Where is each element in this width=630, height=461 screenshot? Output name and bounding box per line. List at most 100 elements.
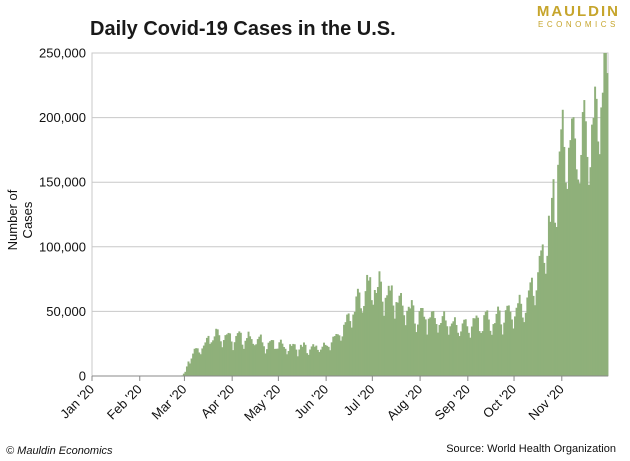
daily-case-bar — [601, 92, 604, 377]
daily-case-bar — [252, 343, 255, 376]
daily-case-bar — [236, 333, 239, 376]
daily-case-bar — [450, 323, 453, 376]
daily-case-bar — [594, 86, 597, 377]
daily-case-bar — [218, 335, 221, 376]
daily-case-bar — [423, 316, 426, 376]
daily-case-bar — [327, 346, 330, 376]
daily-case-bar — [219, 341, 222, 376]
daily-case-bar — [520, 303, 523, 376]
daily-case-bar — [318, 352, 321, 376]
daily-case-bar — [246, 338, 248, 376]
copyright-notice: © Mauldin Economics — [6, 445, 113, 457]
daily-case-bar — [584, 121, 587, 376]
daily-case-bar — [463, 319, 466, 376]
daily-case-bar — [390, 285, 393, 376]
daily-case-bar — [549, 221, 552, 376]
logo-subtitle: ECONOMICS — [538, 20, 619, 29]
daily-case-bar — [421, 308, 424, 376]
daily-case-bar — [199, 354, 202, 376]
daily-case-bar — [292, 343, 295, 376]
daily-case-bar — [497, 306, 500, 376]
daily-case-bar — [490, 334, 493, 376]
daily-case-bar — [606, 73, 609, 376]
daily-case-bar — [383, 315, 386, 376]
daily-case-bar — [329, 350, 332, 376]
daily-case-bar — [264, 353, 267, 376]
daily-case-bar — [597, 141, 600, 376]
daily-case-bar — [286, 354, 289, 376]
x-tick-label: Mar '20 — [149, 382, 190, 423]
daily-case-bar — [392, 305, 395, 376]
daily-case-bar — [467, 332, 470, 376]
daily-case-bar — [366, 274, 369, 376]
daily-case-bar — [457, 332, 459, 376]
daily-case-bar — [341, 336, 344, 376]
daily-case-bar — [506, 305, 509, 376]
daily-case-bar — [478, 331, 481, 376]
daily-case-bar — [279, 339, 282, 376]
daily-case-bar — [380, 281, 382, 376]
daily-case-bar — [258, 336, 261, 376]
daily-case-bar — [524, 312, 527, 376]
daily-case-bar — [546, 255, 549, 376]
daily-case-bar — [376, 287, 379, 376]
daily-case-bar — [378, 271, 381, 376]
daily-case-bar — [400, 293, 402, 376]
daily-case-bar — [429, 317, 432, 376]
daily-case-bar — [580, 154, 583, 376]
daily-case-bar — [375, 293, 378, 376]
daily-case-bar — [185, 366, 188, 376]
daily-case-bar — [417, 324, 419, 376]
daily-case-bar — [306, 353, 309, 376]
daily-case-bar — [269, 341, 272, 376]
x-tick-label: Nov '20 — [525, 382, 566, 423]
daily-case-bar — [198, 352, 201, 376]
daily-case-bar — [589, 167, 592, 376]
daily-case-bar — [552, 179, 555, 376]
daily-case-bar — [561, 109, 564, 376]
daily-case-bar — [453, 317, 456, 376]
daily-case-bar — [569, 140, 572, 376]
daily-case-bar — [210, 342, 213, 376]
daily-case-bar — [435, 324, 438, 376]
daily-case-bar — [481, 331, 484, 376]
daily-case-bar — [460, 331, 463, 376]
daily-case-bar — [437, 332, 439, 376]
daily-case-bar — [487, 319, 490, 376]
daily-case-bar — [190, 358, 193, 376]
daily-case-bar — [289, 344, 292, 376]
daily-case-bar — [350, 327, 353, 376]
daily-case-bar — [196, 348, 199, 376]
daily-case-bar — [452, 321, 455, 376]
daily-case-bar — [480, 332, 483, 376]
daily-case-bar — [230, 341, 233, 376]
daily-case-bar — [356, 288, 359, 376]
daily-case-bar — [575, 169, 578, 376]
daily-case-bar — [238, 331, 241, 376]
daily-case-bar — [415, 332, 418, 376]
daily-case-bar — [498, 310, 501, 376]
x-tick-label: Oct '20 — [480, 382, 519, 421]
daily-case-bar — [381, 301, 384, 376]
daily-case-bar — [367, 280, 370, 376]
daily-case-bar — [489, 330, 492, 376]
daily-case-bar — [355, 296, 358, 376]
daily-case-bar — [253, 345, 256, 376]
daily-case-bar — [427, 318, 430, 376]
daily-case-bar — [261, 342, 264, 376]
daily-case-bar — [222, 340, 225, 376]
daily-case-bar — [572, 117, 575, 376]
daily-case-bar — [275, 348, 278, 376]
daily-case-bar — [587, 184, 590, 376]
daily-case-bar — [393, 318, 396, 376]
daily-case-bar — [592, 117, 595, 376]
daily-case-bar — [215, 328, 218, 376]
daily-case-bar — [403, 315, 406, 376]
daily-case-bar — [555, 226, 558, 376]
daily-case-bar — [290, 345, 293, 376]
daily-case-bar — [249, 336, 252, 376]
daily-case-bar — [538, 255, 541, 376]
daily-case-bar — [335, 334, 338, 376]
daily-case-bar — [418, 311, 421, 376]
